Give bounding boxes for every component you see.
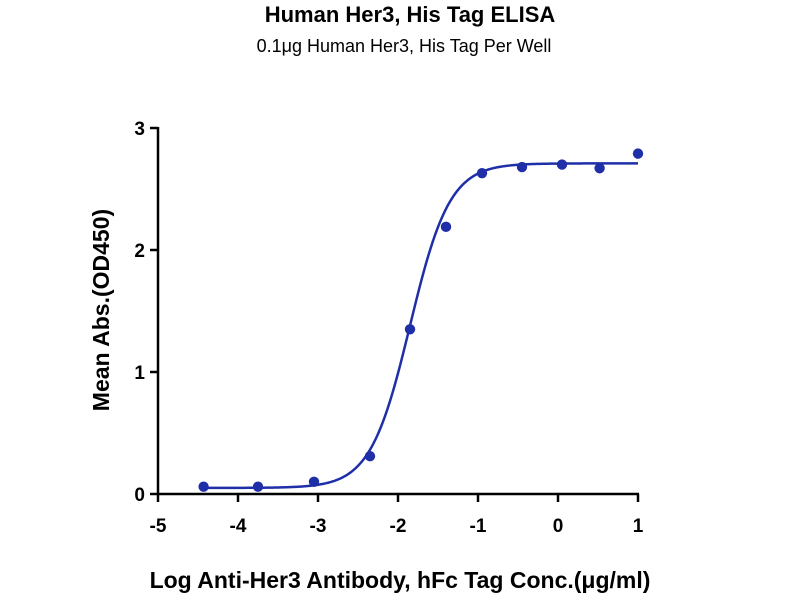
data-point xyxy=(476,167,488,179)
x-tick-label: 0 xyxy=(553,516,564,537)
data-points xyxy=(198,148,644,492)
axes xyxy=(156,127,639,496)
y-tick-label: 1 xyxy=(134,363,145,384)
y-tick-label: 2 xyxy=(134,241,145,262)
data-point xyxy=(556,159,568,170)
data-point xyxy=(516,161,528,173)
data-point xyxy=(632,148,644,159)
data-point xyxy=(364,450,376,462)
data-point xyxy=(594,163,605,174)
y-tick-label: 0 xyxy=(134,485,145,506)
chart-title: Human Her3, His Tag ELISA xyxy=(265,2,556,27)
data-point xyxy=(308,476,320,487)
x-tick-label: -3 xyxy=(310,516,327,537)
x-tick-label: -4 xyxy=(230,516,247,537)
fit-curve xyxy=(203,162,638,490)
x-tick-label: -5 xyxy=(150,516,167,537)
data-point xyxy=(404,324,416,335)
x-tick-label: -1 xyxy=(470,516,487,537)
x-axis-ticks: -5 -4 -3 -2 -1 0 1 xyxy=(150,494,644,537)
data-point xyxy=(440,221,452,233)
y-axis-ticks: 0 1 2 3 xyxy=(134,119,158,506)
y-tick-label: 3 xyxy=(134,119,145,140)
x-axis-label: Log Anti-Her3 Antibody, hFc Tag Conc.(μg… xyxy=(150,567,651,593)
chart-subtitle: 0.1μg Human Her3, His Tag Per Well xyxy=(257,36,552,56)
x-tick-label: -2 xyxy=(390,516,407,537)
data-point xyxy=(252,481,264,492)
x-tick-label: 1 xyxy=(633,516,644,537)
data-point xyxy=(198,481,209,492)
y-axis-label: Mean Abs.(OD450) xyxy=(88,209,114,411)
